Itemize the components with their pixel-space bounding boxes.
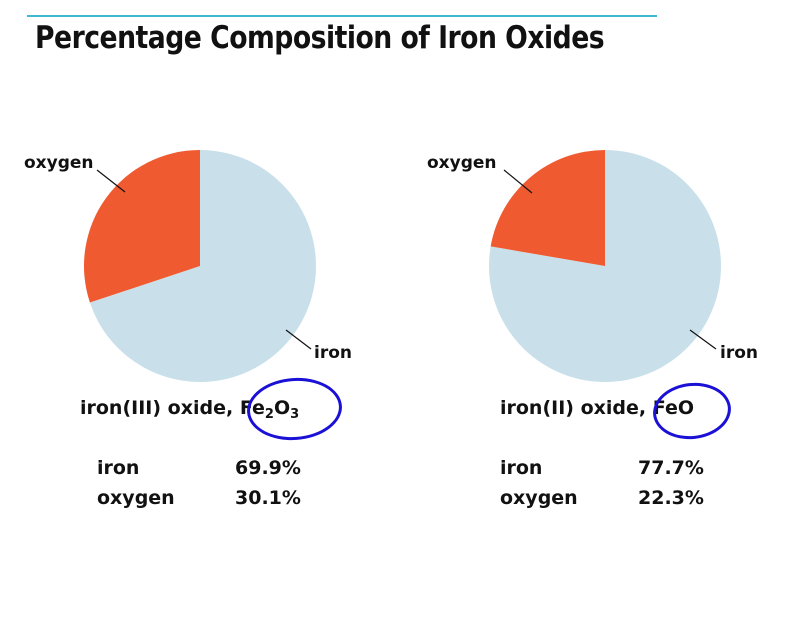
slice-label-oxygen: oxygen bbox=[427, 153, 497, 173]
composition-table-fe2o3: iron 69.9% oxygen 30.1% bbox=[97, 453, 301, 513]
leader-line-iron bbox=[285, 329, 312, 350]
compound-name-feo: iron(II) oxide, bbox=[500, 397, 647, 419]
compound-name-fe2o3: iron(III) oxide, bbox=[80, 397, 234, 419]
element-name: oxygen bbox=[97, 487, 175, 509]
pie-slice-oxygen bbox=[490, 150, 605, 266]
leader-line-oxygen bbox=[96, 169, 126, 193]
element-percent: 77.7% bbox=[638, 457, 704, 479]
element-percent: 22.3% bbox=[638, 487, 704, 509]
table-row: iron 69.9% bbox=[97, 453, 301, 483]
table-row: oxygen 30.1% bbox=[97, 483, 301, 513]
slice-label-oxygen: oxygen bbox=[24, 153, 94, 173]
caption-fe2o3: iron(III) oxide, Fe2O3 bbox=[80, 397, 299, 422]
formula-fe2o3-sub1: 2 bbox=[264, 407, 274, 422]
formula-fe2o3-sub2: 3 bbox=[290, 407, 300, 422]
element-name: iron bbox=[500, 457, 543, 479]
caption-feo: iron(II) oxide, FeO bbox=[500, 397, 694, 419]
formula-fe2o3-o: O bbox=[273, 397, 291, 419]
table-row: oxygen 22.3% bbox=[500, 483, 704, 513]
pie-slice-oxygen bbox=[83, 150, 200, 303]
formula-fe2o3: Fe2O3 bbox=[239, 397, 300, 422]
formula-feo: FeO bbox=[652, 397, 694, 419]
element-name: iron bbox=[97, 457, 140, 479]
slice-label-iron: iron bbox=[314, 343, 352, 363]
leader-line-iron bbox=[689, 329, 717, 350]
formula-fe2o3-fe: Fe bbox=[239, 397, 265, 419]
table-row: iron 77.7% bbox=[500, 453, 704, 483]
pie-chart-fe2o3: oxygen iron bbox=[24, 150, 352, 382]
pie-slice-iron bbox=[89, 150, 316, 382]
pie-chart-feo: oxygen iron bbox=[427, 150, 758, 382]
slice-label-iron: iron bbox=[720, 343, 758, 363]
title-rule bbox=[27, 15, 657, 17]
composition-table-feo: iron 77.7% oxygen 22.3% bbox=[500, 453, 704, 513]
element-name: oxygen bbox=[500, 487, 578, 509]
pie-slice-iron bbox=[489, 150, 722, 382]
page-title: Percentage Composition of Iron Oxides bbox=[35, 20, 605, 56]
element-percent: 30.1% bbox=[235, 487, 301, 509]
leader-line-oxygen bbox=[503, 169, 533, 194]
element-percent: 69.9% bbox=[235, 457, 301, 479]
